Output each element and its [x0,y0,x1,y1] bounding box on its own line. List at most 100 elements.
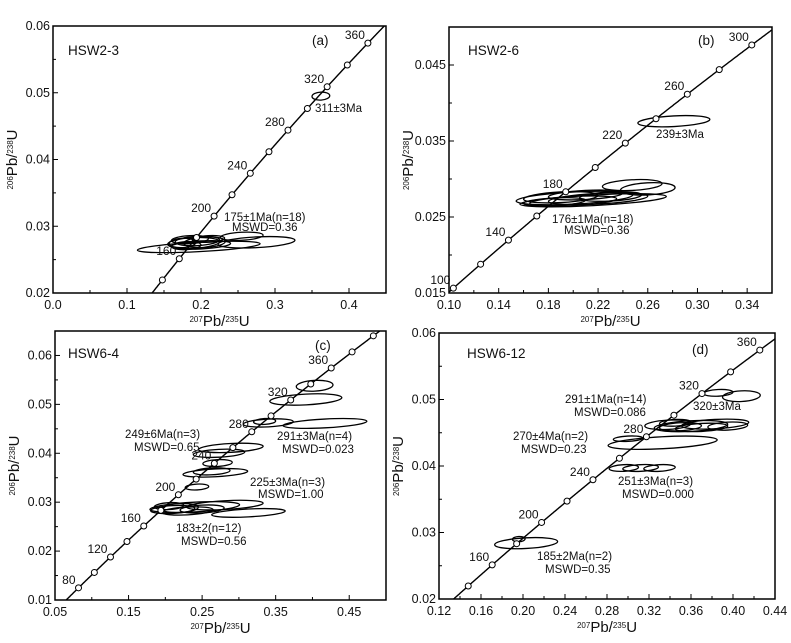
isotope-superscript: 238 [8,446,17,460]
mswd-annotation: MSWD=0.086 [574,407,646,419]
concordia-age-label: 260 [664,79,684,93]
error-ellipse [622,463,660,473]
axis-label-text: Pb/ [590,619,613,636]
x-tick-label: 0.32 [637,604,661,618]
mswd-annotation: MSWD=0.023 [282,444,354,456]
age-annotation: 251±3Ma(n=3) [618,476,693,488]
concordia-age-label: 320 [679,379,699,393]
concordia-age-marker [174,491,182,499]
concordia-age-label: 360 [345,28,365,42]
concordia-age-marker [287,396,295,404]
concordia-age-marker [748,41,756,49]
error-ellipse [608,463,640,473]
axis-label-text: U [240,620,251,637]
error-ellipse [658,421,703,432]
isotope-superscript: 207 [577,621,591,630]
error-ellipse [179,504,225,514]
panel-label: (b) [698,33,715,48]
mswd-annotation: MSWD=0.35 [545,564,611,576]
axis-label-text: U [400,130,417,141]
error-ellipse [202,458,233,468]
concordia-age-marker [513,540,521,548]
y-tick-label: 0.01 [28,593,52,607]
mswd-annotation: MSWD=0.36 [564,225,630,237]
error-ellipse [197,442,264,454]
error-ellipse [282,417,368,430]
error-ellipse [612,435,644,443]
y-axis-label: 206Pb/238U [6,435,23,495]
error-ellipse [529,195,618,207]
error-ellipses [515,114,711,208]
concordia-age-marker [75,584,83,592]
concordia-curve [453,338,775,599]
age-annotation: 249±6Ma(n=3) [125,429,200,441]
concordia-age-marker [307,380,315,388]
concordia-age-marker [477,260,485,268]
panel-b: 0.10 0.14 0.18 0.22 0.26 0.30 0.34 0.015 0.025 0.… [400,26,773,330]
concordia-age-label: 360 [308,353,328,367]
panel-label: (d) [692,342,709,357]
age-annotation: 291±3Ma(n=4) [277,431,352,443]
concordia [453,338,775,599]
error-ellipse [674,422,729,433]
error-ellipse [269,393,343,406]
isotope-superscript: 206 [8,482,17,496]
plot-frame [438,332,776,600]
concordia-age-label: 100 [430,273,450,287]
y-tick-label: 0.05 [412,393,436,407]
error-ellipse [522,190,599,204]
x-tick-label: 0.40 [721,604,745,618]
concordia-age-marker [267,412,275,420]
error-ellipse [707,421,749,431]
mswd-annotation: MSWD=0.000 [622,489,694,501]
error-ellipse [637,114,711,128]
y-axis-label: 206Pb/238U [390,436,407,496]
error-ellipse [721,390,761,403]
concordia-age-marker [364,39,372,47]
x-axis-label: 207Pb/235U [190,620,250,637]
mswd-annotation: MSWD=0.56 [181,536,247,548]
error-ellipse [149,501,241,514]
concordia-age-marker [123,538,131,546]
isotope-superscript: 238 [6,140,15,154]
concordia-age-marker [140,522,148,530]
x-tick-label: 0.05 [43,605,67,619]
concordia-age-marker [591,164,599,172]
concordia-age-marker [210,212,218,220]
concordia [151,26,385,293]
concordia-age-label: 200 [191,201,211,215]
isotope-superscript: 207 [190,622,204,631]
panel-c: 0.05 0.15 0.25 0.35 0.45 0.01 0.02 0.03 0.04 0.05… [6,330,387,637]
mswd-annotation: MSWD=0.36 [232,222,298,234]
concordia-curve [449,29,772,293]
isotope-superscript: 206 [402,176,411,190]
x-tick-label: 0.36 [679,604,703,618]
concordia [65,331,380,600]
axis-label-text: U [630,313,641,330]
y-tick-label: 0.04 [26,153,50,167]
axis-label-text: Pb/ [594,313,617,330]
concordia-age-marker [229,444,237,452]
error-ellipse [217,235,296,249]
y-tick-label: 0.03 [26,219,50,233]
concordia-age-marker [210,459,218,467]
concordia-age-label: 280 [265,115,285,129]
axis-label-text: U [4,129,21,140]
y-tick-label: 0.045 [415,58,446,72]
concordia-age-marker [538,518,546,526]
x-tick-label: 0.3 [266,298,283,312]
concordia-age-marker [265,148,273,156]
y-tick-label: 0.05 [26,86,50,100]
error-ellipses [494,388,761,550]
concordia-age-label: 160 [156,244,176,258]
x-tick-label: 0.0 [44,298,61,312]
age-annotation: 185±2Ma(n=2) [537,551,612,563]
x-tick-label: 0.14 [487,298,511,312]
panel-label: (a) [312,33,329,48]
x-tick-label: 0.45 [337,605,361,619]
x-axis-label: 207Pb/235U [189,313,249,330]
error-ellipse [184,483,210,491]
x-tick-label: 0.26 [636,298,660,312]
concordia-age-label: 320 [268,385,288,399]
concordia-age-marker [284,126,292,134]
